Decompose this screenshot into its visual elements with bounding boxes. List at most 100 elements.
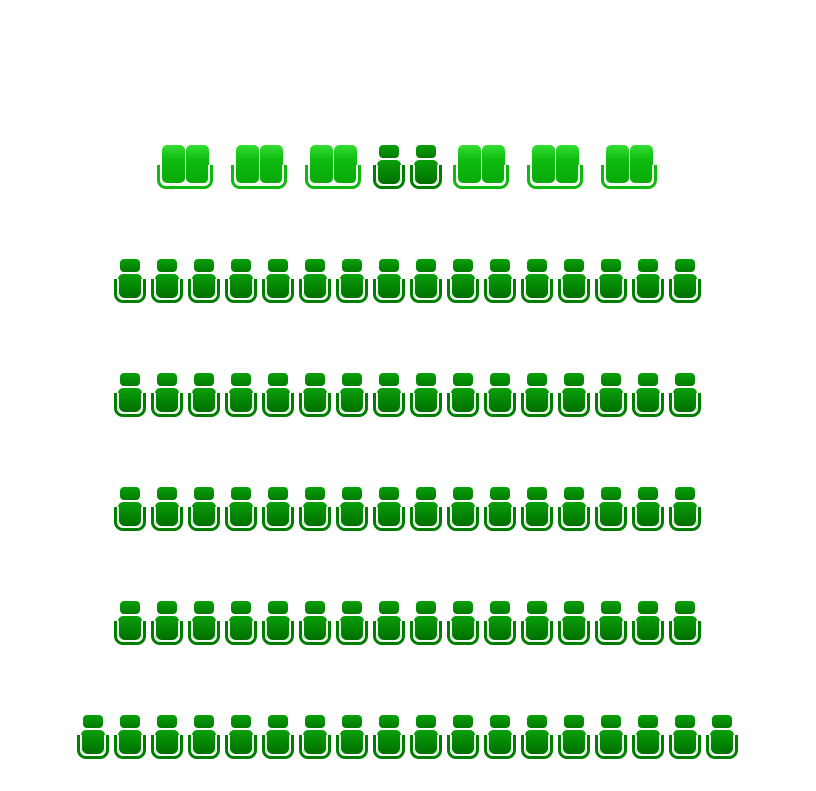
seat[interactable] [521,601,553,645]
seat-headrest [231,487,251,500]
seat[interactable] [521,715,553,759]
seat[interactable] [558,715,590,759]
seat[interactable] [262,715,294,759]
seat[interactable] [151,373,183,417]
seat[interactable] [225,715,257,759]
seat[interactable] [336,715,368,759]
seat[interactable] [373,487,405,531]
seat[interactable] [151,601,183,645]
seat[interactable] [336,373,368,417]
seat[interactable] [595,373,627,417]
seat[interactable] [447,715,479,759]
couple-seat[interactable] [305,145,361,189]
seat[interactable] [484,373,516,417]
seat[interactable] [410,715,442,759]
seat[interactable] [225,373,257,417]
seat[interactable] [114,487,146,531]
seat[interactable] [299,601,331,645]
seat[interactable] [262,601,294,645]
seat[interactable] [558,601,590,645]
seat[interactable] [447,373,479,417]
seat[interactable] [632,715,664,759]
couple-seat[interactable] [453,145,509,189]
seat[interactable] [410,259,442,303]
seat[interactable] [669,259,701,303]
seat[interactable] [299,487,331,531]
seat[interactable] [114,715,146,759]
seat[interactable] [262,259,294,303]
seat[interactable] [336,259,368,303]
seat[interactable] [521,259,553,303]
couple-seat[interactable] [601,145,657,189]
seat[interactable] [632,487,664,531]
seat[interactable] [484,715,516,759]
seat[interactable] [373,715,405,759]
seat[interactable] [188,601,220,645]
seat[interactable] [299,373,331,417]
seat[interactable] [299,715,331,759]
seat[interactable] [373,373,405,417]
seat[interactable] [595,601,627,645]
seat[interactable] [632,259,664,303]
seat[interactable] [669,487,701,531]
seat[interactable] [225,487,257,531]
seat-headrest [231,373,251,386]
seat[interactable] [558,259,590,303]
seat[interactable] [521,373,553,417]
seat[interactable] [188,715,220,759]
seat[interactable] [595,259,627,303]
seat-headrest [453,601,473,614]
seat-headrest [675,715,695,728]
seat[interactable] [521,487,553,531]
seat[interactable] [336,601,368,645]
seat[interactable] [484,601,516,645]
seat[interactable] [77,715,109,759]
seat[interactable] [632,601,664,645]
seat[interactable] [669,373,701,417]
seat[interactable] [373,601,405,645]
seat[interactable] [558,487,590,531]
seat[interactable] [151,715,183,759]
seat[interactable] [114,373,146,417]
seat[interactable] [410,487,442,531]
seat[interactable] [188,259,220,303]
seat[interactable] [706,715,738,759]
seat[interactable] [595,487,627,531]
seat[interactable] [151,487,183,531]
seat[interactable] [447,487,479,531]
seat[interactable] [299,259,331,303]
couple-seat[interactable] [157,145,213,189]
seat[interactable] [410,145,442,189]
seat-headrest [305,259,325,272]
seat[interactable] [114,259,146,303]
seat[interactable] [336,487,368,531]
seat-back [260,145,283,183]
seat[interactable] [558,373,590,417]
seat[interactable] [669,601,701,645]
seat[interactable] [225,601,257,645]
seat-headrest [675,259,695,272]
seat[interactable] [447,259,479,303]
seat[interactable] [373,145,405,189]
seat[interactable] [373,259,405,303]
seat[interactable] [151,259,183,303]
seat[interactable] [632,373,664,417]
seat-headrest [379,715,399,728]
seat[interactable] [595,715,627,759]
seat[interactable] [447,601,479,645]
couple-seat[interactable] [231,145,287,189]
seat[interactable] [669,715,701,759]
couple-seat[interactable] [527,145,583,189]
seat[interactable] [188,373,220,417]
seat[interactable] [484,259,516,303]
seat[interactable] [410,601,442,645]
seat[interactable] [410,373,442,417]
seat[interactable] [225,259,257,303]
seat[interactable] [262,487,294,531]
seat[interactable] [188,487,220,531]
seat[interactable] [114,601,146,645]
seat[interactable] [262,373,294,417]
seat-headrest [416,601,436,614]
seat-headrest [601,715,621,728]
seat[interactable] [484,487,516,531]
